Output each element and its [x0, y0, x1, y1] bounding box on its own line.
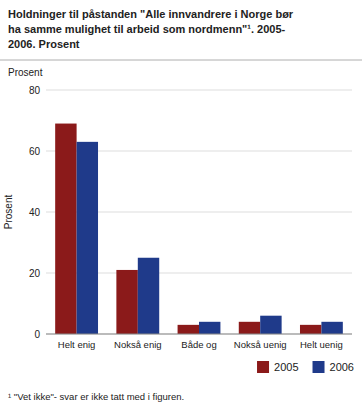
legend-swatch: [313, 361, 325, 373]
legend: 2005 2006: [257, 361, 354, 373]
chart-container: Holdninger til påstanden "Alle innvandre…: [0, 0, 362, 413]
title: Holdninger til påstanden "Alle innvandre…: [8, 8, 294, 50]
bar: [77, 142, 98, 334]
y-axis-label: Prosent: [3, 195, 14, 230]
y-tick-label: 0: [34, 329, 40, 340]
grid-line: [46, 90, 352, 91]
chart: Holdninger til påstanden "Alle innvandre…: [0, 0, 362, 413]
bar: [178, 325, 199, 334]
bar: [116, 270, 137, 334]
bar: [138, 258, 159, 334]
title-line: Holdninger til påstanden "Alle innvandre…: [8, 8, 294, 20]
x-axis: [46, 334, 352, 335]
unit-label: Prosent: [8, 67, 43, 78]
y-tick-label: 80: [29, 85, 41, 96]
footnote: ¹ "Vet ikke"- svar er ikke tatt med i fi…: [8, 391, 184, 402]
y-tick-label: 20: [29, 268, 41, 279]
x-tick-label: Helt uenig: [300, 339, 343, 350]
bar: [300, 325, 321, 334]
separator: [0, 60, 362, 61]
grid-line: [46, 334, 352, 335]
bar: [199, 322, 220, 334]
legend-label: 2006: [330, 361, 354, 373]
bar: [260, 316, 281, 334]
legend-label: 2005: [274, 361, 298, 373]
bar: [321, 322, 342, 334]
bar: [55, 124, 76, 334]
legend-swatch: [257, 361, 269, 373]
y-tick-label: 40: [29, 207, 41, 218]
x-tick-label: Nokså enig: [114, 339, 162, 350]
x-tick-label: Både og: [181, 339, 216, 350]
bars: [55, 124, 343, 334]
y-tick-label: 60: [29, 146, 41, 157]
x-tick-label: Nokså uenig: [234, 339, 287, 350]
title-line: 2006. Prosent: [8, 38, 80, 50]
x-tick-label: Helt enig: [58, 339, 96, 350]
bar: [239, 322, 260, 334]
title-line: ha samme mulighet til arbeid som nordmen…: [8, 23, 286, 35]
